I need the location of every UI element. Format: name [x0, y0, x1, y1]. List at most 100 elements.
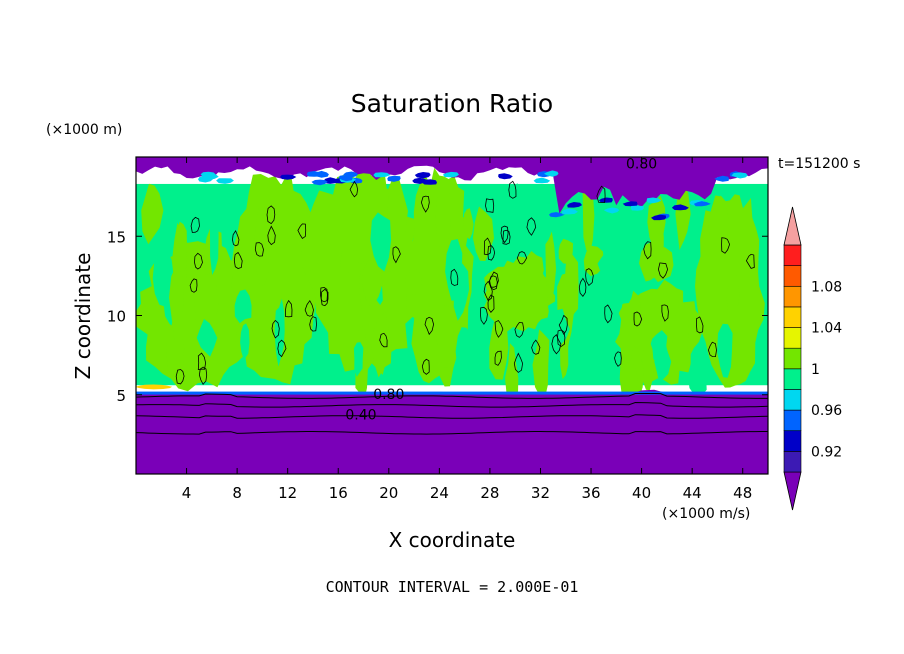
x-tick-label: 28 [480, 484, 499, 502]
boundary-strip [136, 391, 768, 395]
colorbar-bottom-triangle [783, 471, 802, 511]
upper-fringe [533, 177, 551, 184]
contour-line [189, 278, 198, 293]
x-tick-label: 16 [329, 484, 348, 502]
colorbar-segment [783, 347, 802, 370]
colorbar-segment [783, 389, 802, 411]
contour-line [175, 369, 185, 385]
contour-line [450, 268, 459, 286]
colorbar-segment [783, 285, 802, 308]
upper-fringe [548, 212, 565, 218]
x-unit-label: (×1000 m/s) [662, 506, 750, 522]
field-speckle [165, 320, 185, 380]
y-unit-label: (×1000 m) [46, 122, 122, 138]
contour-line [508, 180, 517, 199]
field-speckle [370, 212, 392, 272]
green-patch-4 [405, 167, 474, 387]
contour-line [657, 262, 669, 279]
upper-fringe [421, 179, 437, 185]
contour-line [596, 185, 606, 203]
colorbar-tick-label: 0.96 [811, 403, 842, 419]
contour-label: 0.80 [373, 387, 404, 403]
contour-line [494, 350, 502, 366]
contour-line [136, 414, 768, 419]
upper-fringe [646, 197, 662, 204]
contour-line [661, 304, 669, 322]
contour-line [379, 332, 388, 348]
contour-line [277, 339, 287, 358]
lower-dry-layer [136, 389, 768, 474]
upper-fringe [561, 208, 578, 215]
field-speckle [305, 251, 319, 271]
field-speckle [370, 312, 392, 378]
field-speckle [641, 340, 654, 391]
field-speckle [209, 201, 219, 275]
field-speckle [654, 339, 672, 384]
contour-line [479, 306, 488, 325]
contour-line [500, 225, 509, 244]
field-speckle [602, 261, 624, 327]
x-tick-label: 12 [278, 484, 297, 502]
field-speckle [687, 351, 707, 397]
contour-line [745, 253, 755, 269]
field-speckle [274, 298, 285, 367]
y-axis-ticks: 5 10 15 [107, 228, 768, 405]
contour-line [604, 304, 613, 324]
contour-line [254, 242, 264, 257]
upper-fringe [387, 175, 401, 182]
field-speckle [545, 231, 557, 306]
contour-line [392, 246, 401, 264]
upper-fringe [603, 207, 620, 214]
field-speckle [717, 323, 733, 378]
field-speckle [708, 195, 729, 247]
contour-line [557, 329, 566, 347]
y-tick-label: 15 [107, 228, 126, 246]
colorbar-segment [783, 451, 802, 473]
contour-line [721, 237, 731, 254]
contour-lines: 0.80 0.40 0.80 [136, 157, 768, 435]
field-speckle [175, 221, 187, 275]
plot-area: 0.80 0.40 0.80 [135, 156, 769, 475]
field-speckle [240, 323, 250, 359]
colorbar-segment [783, 265, 802, 287]
field-speckle [194, 273, 219, 335]
upper-fringe [498, 173, 513, 180]
y-tick-label: 10 [107, 308, 126, 326]
x-tick-label: 20 [379, 484, 398, 502]
contour-line [136, 431, 768, 435]
colorbar: 0.92 0.96 1 1.04 1.08 [783, 206, 842, 511]
contour-line [136, 393, 768, 399]
contour-line [266, 205, 276, 225]
colorbar-tick-label: 0.92 [811, 444, 842, 460]
upper-fringe [338, 174, 353, 182]
upper-fringe [731, 172, 748, 179]
field-speckle [532, 329, 550, 401]
colorbar-tick-label: 1 [811, 362, 820, 378]
contour-line [633, 311, 643, 327]
x-tick-label: 48 [733, 484, 752, 502]
upper-fringe [306, 171, 323, 177]
field-speckle [628, 290, 641, 316]
contour-line [487, 294, 495, 313]
colorbar-segment [783, 327, 802, 349]
x-tick-label: 32 [531, 484, 550, 502]
contour-line [136, 401, 768, 408]
contour-line [585, 268, 594, 287]
field-speckle [680, 239, 697, 299]
contour-line [285, 299, 293, 318]
contour-line [516, 251, 528, 265]
contour-line [488, 275, 498, 291]
upper-fringe [442, 171, 459, 178]
upper-fringe [280, 174, 297, 180]
x-tick-label: 44 [683, 484, 702, 502]
contour-line [578, 277, 587, 297]
upper-fringe [622, 201, 638, 207]
contour-line [695, 316, 704, 334]
y-tick-label: 5 [116, 387, 126, 405]
colorbar-tick-label: 1.04 [811, 321, 842, 337]
contour-line [309, 316, 317, 332]
field-speckle [340, 249, 360, 274]
x-tick-label: 24 [430, 484, 449, 502]
upper-dry-region [136, 157, 768, 214]
